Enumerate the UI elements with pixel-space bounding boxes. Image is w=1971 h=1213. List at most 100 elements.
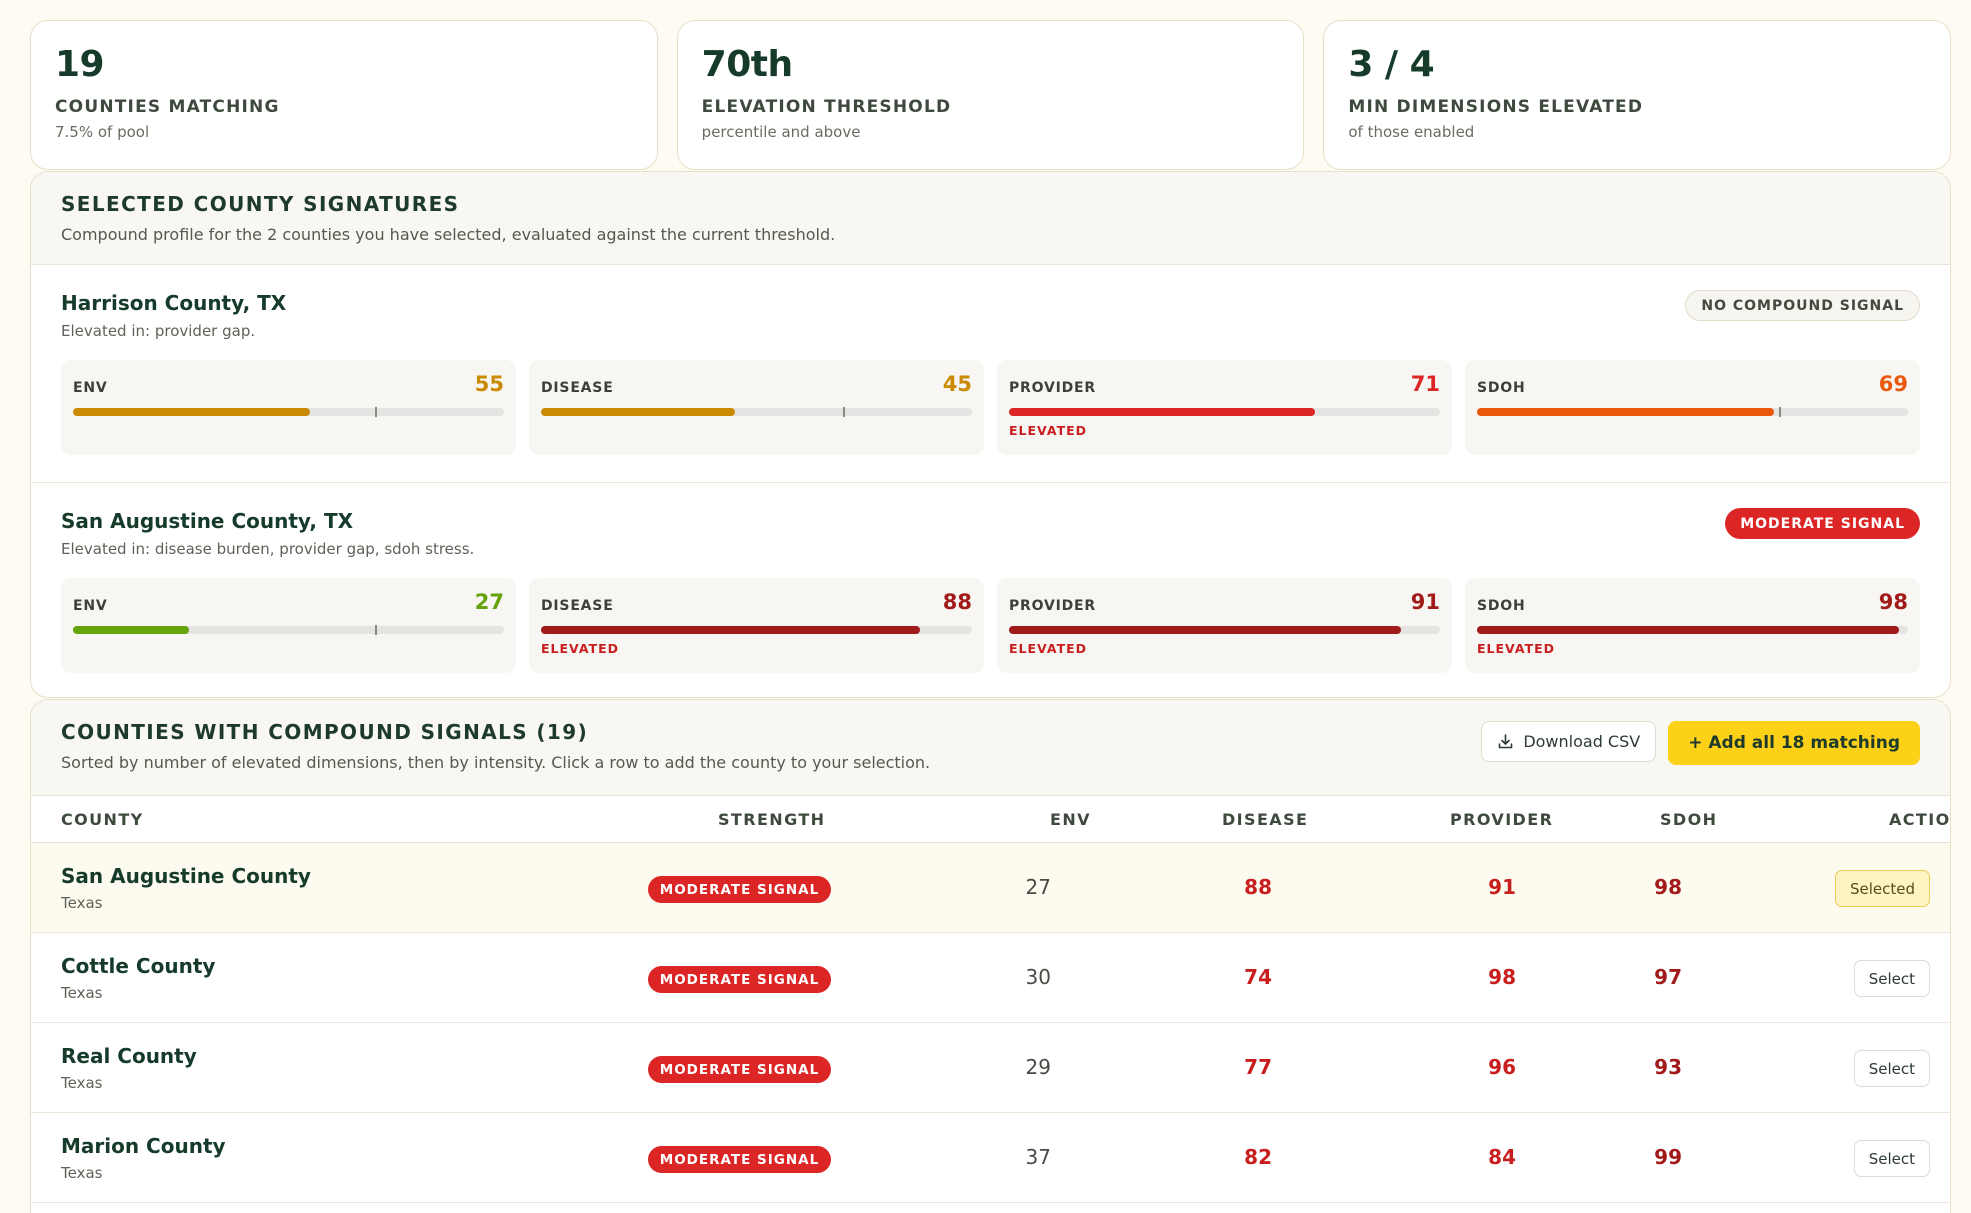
stat-label: COUNTIES MATCHING — [55, 97, 280, 117]
stats-row: 19 COUNTIES MATCHING 7.5% of pool 70th E… — [30, 20, 1952, 170]
signatures-title: SELECTED COUNTY SIGNATURES — [61, 192, 460, 216]
disease-value: 88 — [1244, 875, 1272, 899]
signal-badge: NO COMPOUND SIGNAL — [1685, 290, 1920, 321]
elevated-flag: ELEVATED — [1477, 641, 1556, 656]
metric-value: 45 — [942, 372, 972, 396]
metric-value: 88 — [942, 590, 972, 614]
metric-bar-fill — [1009, 408, 1315, 416]
metric-value: 55 — [474, 372, 504, 396]
county-signature: San Augustine County, TX Elevated in: dis… — [31, 483, 1950, 697]
county-elevated-text: Elevated in: disease burden, provider ga… — [61, 540, 475, 558]
column-county[interactable]: COUNTY — [61, 810, 144, 829]
disease-value: 77 — [1244, 1055, 1272, 1079]
dashboard: 19 COUNTIES MATCHING 7.5% of pool 70th E… — [30, 20, 1952, 1213]
table-title: COUNTIES WITH COMPOUND SIGNALS (19) — [61, 720, 589, 744]
metric-value: 71 — [1410, 372, 1440, 396]
county-state: Texas — [61, 894, 103, 912]
metric-bar-track — [73, 625, 504, 635]
select-button[interactable]: Select — [1853, 960, 1930, 997]
metric-bar-track — [1477, 626, 1908, 634]
metric-value: 91 — [1410, 590, 1440, 614]
table-row[interactable]: Real County Texas MODERATE SIGNAL 29 77 96 93 S… — [31, 1023, 1950, 1113]
disease-value: 82 — [1244, 1145, 1272, 1169]
metric-value: 98 — [1878, 590, 1908, 614]
metric-bar-fill — [73, 626, 190, 634]
select-button[interactable]: Select — [1853, 1050, 1930, 1087]
county-signature: Harrison County, TX Elevated in: provider… — [31, 265, 1950, 483]
stat-label: ELEVATION THRESHOLD — [701, 97, 952, 117]
stat-min-dimensions: 3 / 4 MIN DIMENSIONS ELEVATED of those e… — [1323, 20, 1952, 170]
provider-value: 98 — [1488, 965, 1516, 989]
env-value: 29 — [1025, 1055, 1051, 1079]
metric-bar-track — [73, 407, 504, 417]
sdoh-value: 98 — [1654, 875, 1682, 899]
county-name: San Augustine County — [61, 864, 311, 888]
column-disease[interactable]: DISEASE — [1222, 810, 1309, 829]
county-name: Harrison County, TX — [61, 291, 287, 315]
metric-bar-track — [1477, 407, 1908, 417]
select-button[interactable]: Select — [1853, 1140, 1930, 1177]
compound-signals-panel: COUNTIES WITH COMPOUND SIGNALS (19) Sort… — [30, 699, 1951, 1213]
env-value: 27 — [1025, 875, 1051, 899]
elevated-flag: ELEVATED — [541, 641, 620, 656]
metric-env: ENV 27 — [61, 578, 516, 673]
metric-value: 69 — [1878, 372, 1908, 396]
column-sdoh[interactable]: SDOH — [1660, 810, 1718, 829]
metric-label: ENV — [73, 380, 108, 396]
signal-badge: MODERATE SIGNAL — [1725, 508, 1920, 539]
metric-label: SDOH — [1477, 380, 1526, 396]
county-name: Real County — [61, 1044, 197, 1068]
county-name: Marion County — [61, 1134, 226, 1158]
disease-value: 74 — [1244, 965, 1272, 989]
metric-row: ENV 27 DISEASE 88 ELEVATED PROVIDER 91 ELEVATED… — [61, 578, 1920, 673]
metric-label: PROVIDER — [1009, 598, 1096, 614]
stat-sub: 7.5% of pool — [55, 123, 150, 141]
add-all-matching-button[interactable]: + Add all 18 matching — [1668, 721, 1920, 765]
download-csv-button[interactable]: Download CSV — [1481, 721, 1657, 762]
table-row[interactable]: Cottle County Texas MODERATE SIGNAL 30 74 98 9… — [31, 933, 1950, 1023]
provider-value: 84 — [1488, 1145, 1516, 1169]
metric-label: DISEASE — [541, 380, 614, 396]
table-row[interactable]: San Augustine County Texas MODERATE SIGNAL… — [31, 843, 1950, 933]
signatures-description: Compound profile for the 2 counties you … — [61, 225, 836, 244]
metric-bar-track — [541, 407, 972, 417]
strength-badge: MODERATE SIGNAL — [648, 1056, 831, 1083]
table-row[interactable]: Marion County Texas MODERATE SIGNAL 37 82 84 9… — [31, 1113, 1950, 1203]
metric-bar-fill — [1009, 626, 1402, 634]
county-state: Texas — [61, 1164, 103, 1182]
threshold-marker — [374, 625, 377, 635]
column-env[interactable]: ENV — [1050, 810, 1091, 829]
strength-badge: MODERATE SIGNAL — [648, 1146, 831, 1173]
metric-env: ENV 55 — [61, 360, 516, 455]
download-csv-label: Download CSV — [1523, 732, 1641, 751]
sdoh-value: 97 — [1654, 965, 1682, 989]
provider-value: 96 — [1488, 1055, 1516, 1079]
elevated-flag: ELEVATED — [1009, 641, 1088, 656]
metric-sdoh: SDOH 69 — [1465, 360, 1920, 455]
threshold-marker — [374, 407, 377, 417]
column-strength[interactable]: STRENGTH — [718, 810, 826, 829]
selected-button[interactable]: Selected — [1834, 870, 1930, 907]
signatures-header: SELECTED COUNTY SIGNATURES Compound prof… — [31, 172, 1950, 265]
stat-elevation-threshold: 70th ELEVATION THRESHOLD percentile and … — [676, 20, 1305, 170]
stat-counties-matching: 19 COUNTIES MATCHING 7.5% of pool — [30, 20, 658, 170]
metric-label: SDOH — [1477, 598, 1526, 614]
metric-bar-fill — [541, 626, 921, 634]
metric-label: DISEASE — [541, 598, 614, 614]
strength-badge: MODERATE SIGNAL — [648, 966, 831, 993]
selected-signatures-panel: SELECTED COUNTY SIGNATURES Compound prof… — [30, 171, 1951, 698]
metric-provider: PROVIDER 91 ELEVATED — [997, 578, 1452, 673]
stat-value: 3 / 4 — [1348, 44, 1435, 85]
provider-value: 91 — [1488, 875, 1516, 899]
strength-badge: MODERATE SIGNAL — [648, 876, 831, 903]
metric-label: ENV — [73, 598, 108, 614]
column-provider[interactable]: PROVIDER — [1450, 810, 1554, 829]
county-name: San Augustine County, TX — [61, 509, 354, 533]
stat-value: 70th — [701, 44, 793, 85]
metric-bar-track — [1009, 408, 1440, 416]
sdoh-value: 93 — [1654, 1055, 1682, 1079]
elevated-flag: ELEVATED — [1009, 423, 1088, 438]
stat-label: MIN DIMENSIONS ELEVATED — [1348, 97, 1644, 117]
metric-bar-fill — [541, 408, 735, 416]
metric-bar-fill — [1477, 626, 1900, 634]
